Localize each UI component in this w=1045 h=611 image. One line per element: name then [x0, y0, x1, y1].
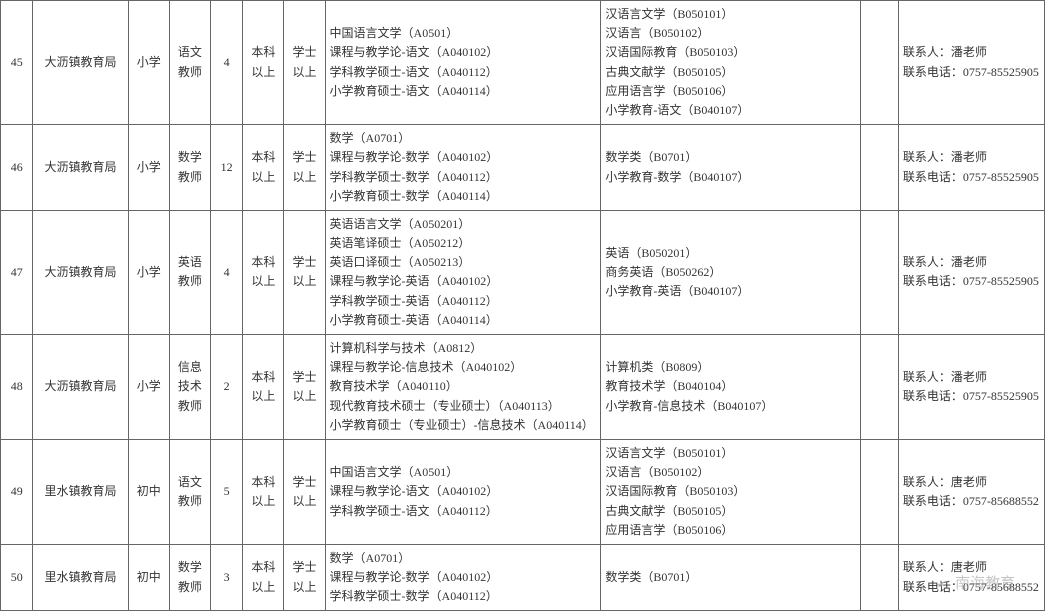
cell-major1: 中国语言文学（A0501）课程与教学论-语文（A040102）学科教学硕士-语文… — [325, 1, 601, 125]
cell-num: 50 — [1, 544, 33, 611]
cell-subject: 语文教师 — [169, 439, 210, 544]
cell-xuewei: 学士以上 — [284, 335, 325, 440]
cell-major1: 英语语言文学（A050201）英语笔译硕士（A050212）英语口译硕士（A05… — [325, 210, 601, 334]
cell-subject: 数学教师 — [169, 125, 210, 211]
cell-major2: 计算机类（B0809）教育技术学（B040104）小学教育-信息技术（B0401… — [601, 335, 861, 440]
cell-level: 初中 — [128, 439, 169, 544]
cell-subject: 数学教师 — [169, 544, 210, 611]
cell-xuewei: 学士以上 — [284, 439, 325, 544]
cell-major2: 数学类（B0701）小学教育-数学（B040107） — [601, 125, 861, 211]
cell-num: 48 — [1, 335, 33, 440]
cell-degree: 本科以上 — [243, 1, 284, 125]
table-row: 49里水镇教育局初中语文教师5本科以上学士以上中国语言文学（A0501）课程与教… — [1, 439, 1045, 544]
cell-degree: 本科以上 — [243, 439, 284, 544]
cell-count: 4 — [210, 1, 242, 125]
cell-major2: 数学类（B0701） — [601, 544, 861, 611]
cell-num: 45 — [1, 1, 33, 125]
table-row: 47大沥镇教育局小学英语教师4本科以上学士以上英语语言文学（A050201）英语… — [1, 210, 1045, 334]
cell-blank — [861, 439, 899, 544]
cell-blank — [861, 1, 899, 125]
cell-num: 46 — [1, 125, 33, 211]
cell-degree: 本科以上 — [243, 125, 284, 211]
cell-level: 小学 — [128, 335, 169, 440]
cell-org: 里水镇教育局 — [33, 544, 128, 611]
cell-major1: 计算机科学与技术（A0812）课程与教学论-信息技术（A040102）教育技术学… — [325, 335, 601, 440]
table-row: 50里水镇教育局初中数学教师3本科以上学士以上数学（A0701）课程与教学论-数… — [1, 544, 1045, 611]
cell-num: 49 — [1, 439, 33, 544]
cell-level: 小学 — [128, 125, 169, 211]
cell-count: 3 — [210, 544, 242, 611]
cell-major1: 中国语言文学（A0501）课程与教学论-语文（A040102）学科教学硕士-语文… — [325, 439, 601, 544]
table-row: 48大沥镇教育局小学信息技术教师2本科以上学士以上计算机科学与技术（A0812）… — [1, 335, 1045, 440]
cell-xuewei: 学士以上 — [284, 544, 325, 611]
cell-level: 小学 — [128, 1, 169, 125]
table-row: 45大沥镇教育局小学语文教师4本科以上学士以上中国语言文学（A0501）课程与教… — [1, 1, 1045, 125]
cell-count: 2 — [210, 335, 242, 440]
table-row: 46大沥镇教育局小学数学教师12本科以上学士以上数学（A0701）课程与教学论-… — [1, 125, 1045, 211]
cell-subject: 英语教师 — [169, 210, 210, 334]
cell-contact: 联系人：潘老师联系电话：0757-85525905 — [898, 125, 1044, 211]
cell-contact: 联系人：潘老师联系电话：0757-85525905 — [898, 210, 1044, 334]
cell-org: 里水镇教育局 — [33, 439, 128, 544]
cell-blank — [861, 125, 899, 211]
cell-level: 初中 — [128, 544, 169, 611]
cell-subject: 语文教师 — [169, 1, 210, 125]
cell-contact: 联系人：唐老师联系电话：0757-85688552 — [898, 544, 1044, 611]
cell-count: 12 — [210, 125, 242, 211]
cell-contact: 联系人：潘老师联系电话：0757-85525905 — [898, 335, 1044, 440]
cell-degree: 本科以上 — [243, 210, 284, 334]
cell-major2: 英语（B050201）商务英语（B050262）小学教育-英语（B040107） — [601, 210, 861, 334]
cell-num: 47 — [1, 210, 33, 334]
cell-blank — [861, 210, 899, 334]
cell-subject: 信息技术教师 — [169, 335, 210, 440]
cell-count: 5 — [210, 439, 242, 544]
cell-org: 大沥镇教育局 — [33, 210, 128, 334]
cell-blank — [861, 544, 899, 611]
cell-major2: 汉语言文学（B050101）汉语言（B050102）汉语国际教育（B050103… — [601, 1, 861, 125]
cell-major1: 数学（A0701）课程与教学论-数学（A040102）学科教学硕士-数学（A04… — [325, 125, 601, 211]
cell-xuewei: 学士以上 — [284, 1, 325, 125]
cell-level: 小学 — [128, 210, 169, 334]
cell-degree: 本科以上 — [243, 335, 284, 440]
cell-count: 4 — [210, 210, 242, 334]
cell-major2: 汉语言文学（B050101）汉语言（B050102）汉语国际教育（B050103… — [601, 439, 861, 544]
cell-xuewei: 学士以上 — [284, 125, 325, 211]
cell-blank — [861, 335, 899, 440]
recruitment-table: 45大沥镇教育局小学语文教师4本科以上学士以上中国语言文学（A0501）课程与教… — [0, 0, 1045, 611]
cell-contact: 联系人：潘老师联系电话：0757-85525905 — [898, 1, 1044, 125]
cell-org: 大沥镇教育局 — [33, 335, 128, 440]
cell-major1: 数学（A0701）课程与教学论-数学（A040102）学科教学硕士-数学（A04… — [325, 544, 601, 611]
cell-contact: 联系人：唐老师联系电话：0757-85688552 — [898, 439, 1044, 544]
cell-degree: 本科以上 — [243, 544, 284, 611]
cell-xuewei: 学士以上 — [284, 210, 325, 334]
cell-org: 大沥镇教育局 — [33, 125, 128, 211]
cell-org: 大沥镇教育局 — [33, 1, 128, 125]
